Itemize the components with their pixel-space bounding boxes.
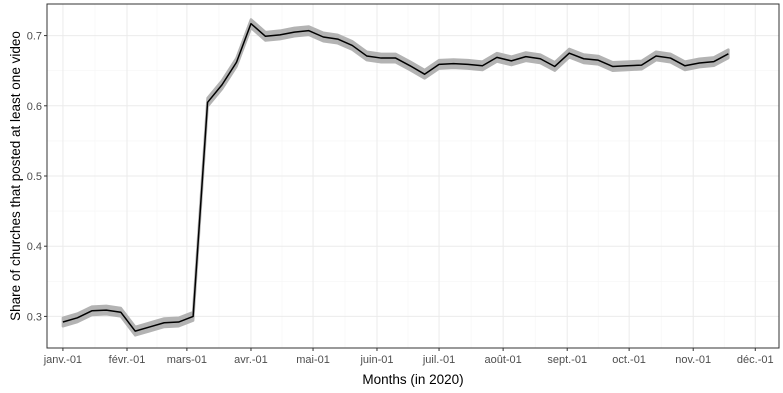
x-tick-label: oct.-01 [612, 354, 646, 366]
x-tick-label: févr.-01 [109, 354, 146, 366]
x-tick-label: avr.-01 [234, 354, 268, 366]
y-axis-title: Share of churches that posted at least o… [8, 31, 23, 321]
x-tick-label: juin-01 [359, 354, 393, 366]
x-tick-label: mai-01 [296, 354, 330, 366]
y-tick-label: 0.5 [27, 171, 42, 183]
y-axis: 0.3 0.4 0.5 0.6 0.7 [27, 31, 47, 323]
x-tick-label: août-01 [484, 354, 521, 366]
x-tick-label: nov.-01 [675, 354, 711, 366]
confidence-band-group [61, 18, 730, 337]
series-line [62, 22, 729, 332]
x-axis: janv.-01 févr.-01 mars-01 avr.-01 mai-01 juin… [43, 348, 774, 366]
x-tick-label: mars-01 [167, 354, 207, 366]
x-tick-label: déc.-01 [737, 354, 774, 366]
x-tick-label: juil.-01 [422, 354, 455, 366]
x-tick-label: janv.-01 [43, 354, 82, 366]
y-tick-label: 0.4 [27, 241, 42, 253]
y-tick-label: 0.3 [27, 311, 42, 323]
x-axis-title: Months (in 2020) [362, 372, 463, 387]
y-tick-label: 0.7 [27, 31, 42, 43]
confidence-band [61, 18, 730, 337]
x-tick-label: sept.-01 [547, 354, 587, 366]
y-tick-label: 0.6 [27, 101, 42, 113]
grid [47, 4, 779, 348]
series-line-group [62, 22, 729, 332]
